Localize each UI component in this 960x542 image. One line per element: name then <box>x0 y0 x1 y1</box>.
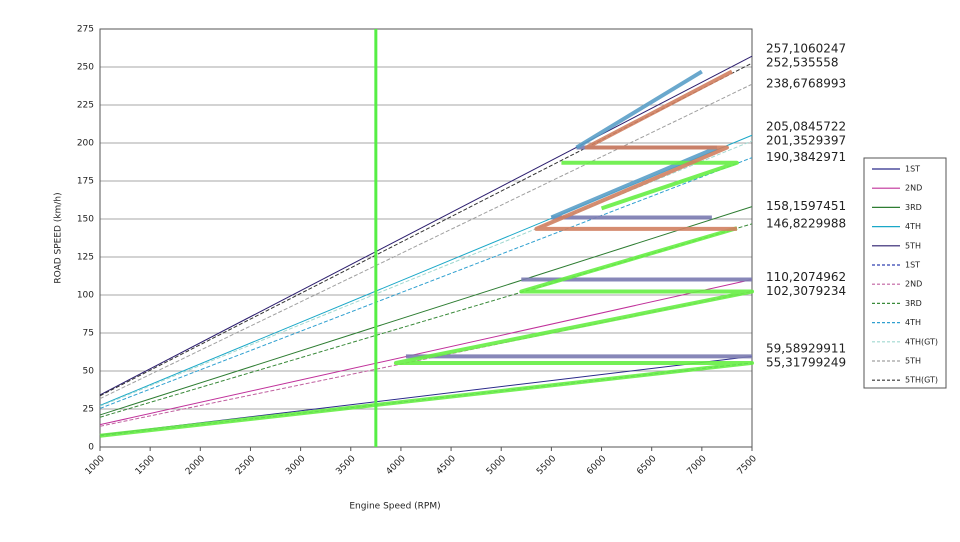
x-tick-label: 3500 <box>334 454 357 477</box>
series-line <box>99 206 753 416</box>
series-line <box>99 83 753 400</box>
x-tick-label: 1500 <box>134 454 157 477</box>
x-tick-label: 6000 <box>585 454 608 477</box>
value-label: 252,535558 <box>766 56 839 70</box>
y-tick-label: 75 <box>83 329 94 339</box>
legend-label: 5TH <box>905 357 921 366</box>
y-tick-label: 100 <box>77 291 94 301</box>
value-label: 190,3842971 <box>766 150 846 164</box>
value-label: 59,58929911 <box>766 341 846 355</box>
value-label: 201,3529397 <box>766 133 846 147</box>
value-label: 158,1597451 <box>766 199 846 213</box>
legend-label: 2ND <box>905 280 922 289</box>
x-tick-label: 7500 <box>736 454 759 477</box>
legend-label: 5TH(GT) <box>905 376 938 385</box>
x-tick-label: 6500 <box>635 454 658 477</box>
y-tick-label: 25 <box>83 405 94 415</box>
y-tick-label: 225 <box>77 101 94 111</box>
y-tick-label: 275 <box>77 25 94 35</box>
legend-label: 4TH(GT) <box>905 337 938 346</box>
legend-label: 3RD <box>905 299 922 308</box>
legend-label: 3RD <box>905 203 922 212</box>
plot-frame <box>99 28 753 448</box>
value-label: 205,0845722 <box>766 119 846 133</box>
legend-label: 4TH <box>905 222 921 231</box>
y-tick-label: 125 <box>77 253 94 263</box>
legend-label: 1ST <box>905 261 920 270</box>
shift-path <box>405 145 752 359</box>
legend-label: 2ND <box>905 184 922 193</box>
shift-path <box>550 69 718 220</box>
y-tick-label: 250 <box>77 63 94 73</box>
x-axis-label: Engine Speed (RPM) <box>349 502 440 512</box>
x-tick-label: 7000 <box>685 454 708 477</box>
x-tick-label: 2000 <box>184 454 207 477</box>
shift-path <box>99 160 754 438</box>
legend-box <box>863 157 947 389</box>
y-tick-label: 175 <box>77 177 94 187</box>
y-axis-label: ROAD SPEED (km/h) <box>54 192 64 283</box>
value-label: 238,6768993 <box>766 77 846 91</box>
value-label: 146,8229988 <box>766 216 846 230</box>
x-tick-label: 4000 <box>385 454 408 477</box>
value-label: 102,3079234 <box>766 284 846 298</box>
value-label: 257,1060247 <box>766 42 846 56</box>
value-label: 55,31799249 <box>766 355 846 369</box>
x-tick-label: 2500 <box>234 454 257 477</box>
x-tick-label: 4500 <box>435 454 458 477</box>
y-tick-label: 150 <box>77 215 94 225</box>
series-line <box>99 157 753 409</box>
y-tick-label: 50 <box>83 367 95 377</box>
y-tick-label: 0 <box>88 443 94 453</box>
x-tick-label: 5500 <box>535 454 558 477</box>
legend-label: 1ST <box>905 165 920 174</box>
x-tick-label: 5000 <box>485 454 508 477</box>
y-tick-label: 200 <box>77 139 94 149</box>
x-tick-label: 3000 <box>284 454 307 477</box>
shift-path <box>534 69 737 231</box>
series-line <box>99 140 753 407</box>
legend-label: 4TH <box>905 318 921 327</box>
series-line <box>99 278 753 426</box>
series-line <box>99 55 753 396</box>
legend-label: 5TH <box>905 241 921 250</box>
x-tick-label: 1000 <box>84 454 107 477</box>
value-label: 110,2074962 <box>766 270 846 284</box>
